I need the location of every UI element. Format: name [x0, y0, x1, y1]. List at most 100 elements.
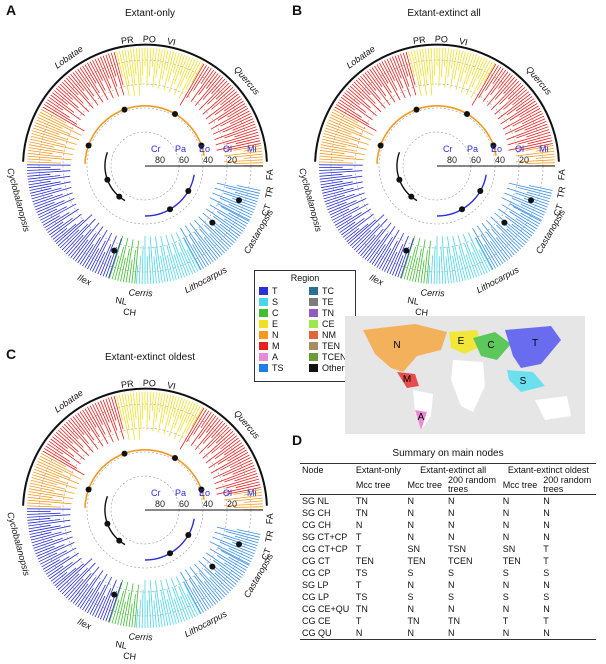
row-value: TEN — [355, 556, 374, 566]
tip-branch — [324, 130, 369, 145]
tip-branch — [158, 49, 166, 89]
tip-branch — [326, 192, 365, 208]
tip-branch — [102, 599, 112, 621]
epoch-label: Cr — [151, 488, 161, 498]
tip-branch — [231, 197, 256, 208]
tip-branch — [54, 90, 85, 117]
epoch-label: Cr — [443, 144, 453, 154]
legend-swatch — [309, 342, 318, 350]
clade-label-cerris: Cerris — [420, 287, 445, 298]
tip-branch — [405, 51, 416, 86]
row-value: N — [447, 580, 455, 590]
tip-branch — [131, 594, 136, 628]
tip-branch — [184, 584, 201, 615]
tip-branch — [320, 175, 363, 183]
tip-branch — [47, 443, 64, 455]
tip-branch — [128, 259, 133, 283]
tip-branch — [200, 68, 212, 85]
tip-branch — [506, 228, 525, 246]
tip-branch — [100, 579, 117, 620]
epoch-label: Pa — [175, 144, 186, 154]
legend-label: TEN — [322, 341, 340, 351]
backbone-arc — [104, 152, 126, 202]
tip-branch — [55, 219, 84, 245]
row-value: S — [447, 568, 454, 578]
tip-branch — [108, 235, 124, 279]
tip-branch — [116, 51, 124, 77]
clade-label-pr: PR — [120, 34, 134, 46]
tip-branch — [31, 531, 72, 544]
tip-branch — [492, 68, 504, 85]
tip-branch — [160, 245, 169, 282]
tip-branch — [175, 576, 196, 617]
map-region-east-asia — [505, 326, 561, 368]
tip-branch — [32, 194, 53, 203]
legend-swatch — [309, 287, 318, 295]
header-mcc-tree-3: Mcc tree — [500, 476, 542, 495]
tip-branch — [446, 246, 452, 284]
tip-branch — [185, 405, 201, 435]
tip-branch — [199, 572, 223, 600]
tip-branch — [220, 91, 237, 106]
tip-branch — [146, 256, 149, 285]
tip-branch — [108, 579, 124, 623]
backbone-arc — [84, 449, 205, 508]
tip-branch — [458, 255, 466, 281]
panel-a-title: Extant-only — [124, 8, 176, 19]
node-dot — [104, 176, 111, 183]
tip-branch — [27, 155, 72, 161]
tip-branch — [400, 238, 414, 279]
row-value: TS — [355, 592, 368, 602]
epoch-label: Eo — [491, 144, 502, 154]
map-label-s: S — [520, 376, 527, 387]
tip-branch — [190, 69, 215, 102]
tip-branch — [30, 531, 62, 541]
tip-branch — [453, 50, 461, 80]
node-dot — [185, 188, 192, 194]
tip-branch — [188, 234, 209, 266]
tip-branch — [228, 548, 253, 560]
tip-branch — [84, 64, 97, 84]
tip-branch — [45, 208, 79, 231]
tip-branch — [59, 573, 80, 593]
tip-branch — [27, 512, 61, 515]
header-mcc-tree-1: Mcc tree — [353, 476, 406, 495]
clade-label-tr: TR — [263, 529, 275, 543]
tip-branch — [192, 588, 207, 612]
tip-branch — [482, 69, 507, 102]
tip-branch — [325, 127, 360, 141]
tip-branch — [28, 519, 71, 527]
axis-age-label: 60 — [471, 155, 481, 165]
tip-branch — [500, 100, 536, 125]
tip-branch — [319, 152, 355, 158]
tip-branch — [74, 414, 95, 441]
tip-branch — [63, 423, 79, 440]
tip-branch — [163, 51, 174, 91]
tip-branch — [29, 485, 55, 492]
tip-branch — [232, 121, 255, 131]
tip-branch — [342, 94, 367, 113]
tip-branch — [134, 584, 139, 628]
tip-branch — [406, 246, 416, 281]
tip-branch — [127, 393, 135, 440]
tip-branch — [470, 60, 491, 99]
tip-branch — [179, 63, 205, 106]
tip-branch — [374, 65, 392, 94]
map-label-n: N — [393, 340, 400, 351]
tip-branch — [214, 531, 258, 547]
tip-branch — [235, 481, 260, 489]
tip-branch — [203, 237, 221, 258]
row-value: S — [502, 568, 509, 578]
tip-branch — [366, 233, 389, 262]
tip-branch — [447, 236, 455, 283]
clade-label-pr: PR — [120, 378, 134, 390]
tip-branch — [232, 465, 255, 475]
tip-branch — [185, 59, 196, 79]
tip-branch — [509, 203, 542, 221]
tip-branch — [138, 392, 142, 430]
row-value: N — [502, 508, 510, 518]
tip-branch — [47, 99, 64, 111]
tip-branch — [455, 51, 466, 91]
tip-branch — [29, 525, 71, 535]
node-dot — [198, 142, 205, 149]
